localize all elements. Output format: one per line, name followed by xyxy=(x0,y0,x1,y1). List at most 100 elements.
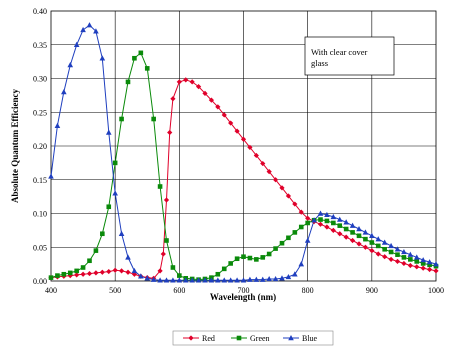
green-data-point xyxy=(343,226,349,232)
green-data-point xyxy=(254,257,259,262)
blue-data-point xyxy=(266,275,272,282)
blue-data-point xyxy=(131,267,138,274)
green-data-point xyxy=(292,230,298,235)
red-data-point xyxy=(160,251,166,257)
blue-data-point xyxy=(105,129,112,135)
blue-data-point xyxy=(73,41,80,47)
annotation-box: With clear cover glass xyxy=(304,36,395,76)
green-data-point xyxy=(61,271,67,277)
red-data-point xyxy=(118,268,125,274)
y-tick-label: 0.40 xyxy=(33,7,47,16)
blue-data-point xyxy=(54,122,61,128)
green-data-point xyxy=(356,233,362,239)
green-data-point xyxy=(164,238,169,243)
blue-data-point xyxy=(420,257,426,263)
y-tick-label: 0.30 xyxy=(33,75,47,84)
green-data-point xyxy=(67,270,73,276)
green-data-point xyxy=(363,236,368,242)
red-data-point xyxy=(292,201,298,207)
red-data-point xyxy=(317,221,324,227)
legend-red-marker xyxy=(188,335,194,341)
y-tick-label: 0.00 xyxy=(33,277,47,286)
blue-data-point xyxy=(48,173,54,179)
red-data-point xyxy=(157,268,163,274)
green-data-point xyxy=(401,255,407,260)
annotation-line-2: glass xyxy=(311,58,328,68)
green-data-point xyxy=(112,160,118,166)
x-tick-label: 900 xyxy=(366,286,378,295)
annotation-line-1: With clear cover xyxy=(311,47,367,57)
green-data-point xyxy=(55,273,60,278)
blue-data-point xyxy=(394,246,401,252)
red-data-point xyxy=(420,265,426,271)
green-data-point xyxy=(177,273,182,278)
legend-red-label: Red xyxy=(202,334,215,343)
x-tick-label: 800 xyxy=(302,286,314,295)
green-data-point xyxy=(318,217,323,222)
green-data-point xyxy=(106,204,112,210)
blue-data-point xyxy=(125,254,131,260)
blue-data-point xyxy=(356,226,362,232)
red-data-point xyxy=(272,177,279,183)
blue-data-point xyxy=(253,276,260,282)
y-tick-label: 0.20 xyxy=(33,142,47,151)
x-tick-label: 1000 xyxy=(428,286,444,295)
red-data-point xyxy=(426,266,433,273)
green-data-point xyxy=(395,252,400,257)
x-tick-labels: 400 500 600 700 800 900 1000 xyxy=(45,286,444,295)
red-data-point xyxy=(176,79,182,85)
blue-data-point xyxy=(375,236,382,242)
blue-data-point xyxy=(157,277,163,283)
green-data-point xyxy=(382,246,387,252)
red-data-point xyxy=(375,251,381,257)
blue-data-point xyxy=(215,277,221,283)
red-data-point xyxy=(330,227,336,233)
green-data-point xyxy=(331,220,336,226)
legend-green-marker xyxy=(236,335,242,341)
red-data-point xyxy=(349,237,356,244)
red-data-point xyxy=(93,270,99,276)
blue-data-point xyxy=(292,271,298,277)
red-data-point xyxy=(362,244,369,250)
red-data-point xyxy=(208,97,215,103)
blue-data-point xyxy=(195,277,202,283)
green-data-point xyxy=(298,224,304,230)
blue-data-point xyxy=(227,277,234,283)
green-data-point xyxy=(144,66,150,71)
legend-green-label: Green xyxy=(250,334,270,343)
blue-data-point xyxy=(433,261,439,267)
red-data-point xyxy=(298,209,304,215)
blue-data-point xyxy=(304,237,311,243)
legend: Red Green Blue xyxy=(172,330,334,346)
green-data-point xyxy=(388,249,394,255)
blue-data-point xyxy=(330,213,337,220)
x-tick-label: 600 xyxy=(173,286,185,295)
green-data-point xyxy=(324,218,330,224)
red-data-point xyxy=(240,136,247,142)
red-data-point xyxy=(125,269,131,275)
y-axis-title: Absolute Quantum Efficiency xyxy=(10,89,20,204)
green-data-point xyxy=(420,261,426,266)
x-tick-label: 400 xyxy=(45,286,57,295)
green-data-point xyxy=(266,251,272,257)
y-tick-labels: 0.00 0.05 0.10 0.15 0.20 0.25 0.30 0.35 0.40 xyxy=(33,7,47,286)
blue-data-point xyxy=(259,276,266,282)
green-data-point xyxy=(228,261,233,266)
blue-data-point xyxy=(93,28,99,34)
x-tick-label: 500 xyxy=(109,286,121,295)
green-data-point xyxy=(74,268,79,274)
blue-data-point xyxy=(138,273,144,279)
red-data-point xyxy=(356,241,362,247)
red-data-point xyxy=(337,231,343,237)
red-data-point xyxy=(279,185,285,191)
green-data-point xyxy=(87,258,92,264)
red-data-point xyxy=(228,120,234,126)
y-tick-label: 0.35 xyxy=(33,41,47,50)
blue-data-point xyxy=(381,239,388,245)
green-data-point xyxy=(151,116,156,122)
red-data-point xyxy=(247,144,253,150)
green-data-point xyxy=(273,246,278,251)
green-data-point xyxy=(157,184,163,189)
blue-data-point xyxy=(311,217,317,223)
green-data-point xyxy=(305,220,310,226)
